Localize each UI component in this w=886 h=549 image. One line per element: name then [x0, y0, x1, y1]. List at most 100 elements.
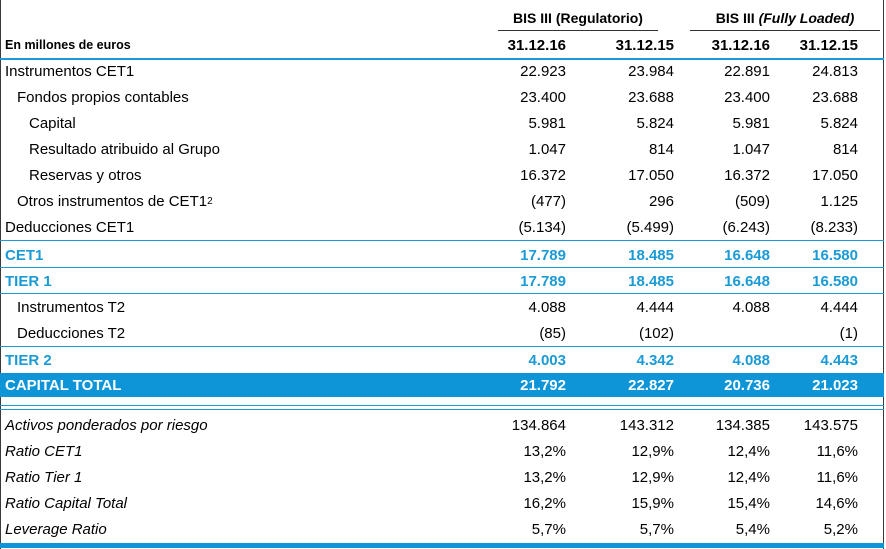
value-cell: 23.400 — [674, 84, 770, 110]
value-cell: 16.580 — [770, 268, 858, 294]
row-label: CAPITAL TOTAL — [5, 373, 121, 397]
value-cell: 20.736 — [674, 373, 770, 397]
row-label: TIER 2 — [5, 347, 52, 373]
row-label: Ratio Capital Total — [5, 490, 127, 516]
row-label: Resultado atribuido al Grupo — [29, 136, 220, 162]
divider — [0, 346, 884, 347]
row-label: Capital — [29, 110, 76, 136]
row-label: Activos ponderados por riesgo — [5, 412, 208, 438]
group-header-fully-loaded: BIS III (Fully Loaded) — [690, 8, 880, 28]
table-row-leverage-ratio: Leverage Ratio 5,7% 5,7% 5,4% 5,2% — [0, 516, 884, 542]
value-cell: 23.688 — [770, 84, 858, 110]
value-cell: 5,7% — [566, 516, 674, 542]
value-cell: 24.813 — [770, 58, 858, 84]
value-cell: 814 — [566, 136, 674, 162]
value-cell: 17.050 — [566, 162, 674, 188]
unit-label: En millones de euros — [5, 34, 131, 56]
table-row-activos-ponderados: Activos ponderados por riesgo 134.864 143.… — [0, 412, 884, 438]
value-cell: 4.342 — [566, 347, 674, 373]
value-cell: (5.134) — [470, 214, 566, 240]
header-row: En millones de euros 31.12.16 31.12.15 3… — [0, 34, 884, 56]
divider — [0, 267, 884, 268]
table-row-instrumentos-cet1: Instrumentos CET1 22.923 23.984 22.891 24.81… — [0, 58, 884, 84]
value-cell: 17.050 — [770, 162, 858, 188]
value-cell: 4.088 — [674, 294, 770, 320]
value-cell: 143.575 — [770, 412, 858, 438]
row-label: Reservas y otros — [29, 162, 142, 188]
value-cell: 12,4% — [674, 438, 770, 464]
value-cell: 5.981 — [674, 110, 770, 136]
row-label: Ratio CET1 — [5, 438, 83, 464]
value-cell: 296 — [566, 188, 674, 214]
value-cell: 4.088 — [674, 347, 770, 373]
value-cell: 814 — [770, 136, 858, 162]
value-cell: 11,6% — [770, 438, 858, 464]
table-row-otros-instrumentos-cet1: Otros instrumentos de CET1 2 (477) 296 (509)… — [0, 188, 884, 214]
value-cell: 4.443 — [770, 347, 858, 373]
table-row-tier1: TIER 1 17.789 18.485 16.648 16.580 — [0, 268, 884, 294]
value-cell — [674, 320, 770, 346]
row-label: Deducciones T2 — [17, 320, 125, 346]
value-cell: 18.485 — [566, 268, 674, 294]
value-cell: 11,6% — [770, 464, 858, 490]
row-label: Instrumentos CET1 — [5, 58, 134, 84]
value-cell: (85) — [470, 320, 566, 346]
table-row-ratio-capital-total: Ratio Capital Total 16,2% 15,9% 15,4% 14,6% — [0, 490, 884, 516]
value-cell: 16.648 — [674, 268, 770, 294]
value-cell: 16,2% — [470, 490, 566, 516]
value-cell: 12,9% — [566, 438, 674, 464]
value-cell: 17.789 — [470, 242, 566, 268]
value-cell: 4.088 — [470, 294, 566, 320]
value-cell: (5.499) — [566, 214, 674, 240]
table-row-instrumentos-t2: Instrumentos T2 4.088 4.444 4.088 4.444 — [0, 294, 884, 320]
row-label: Otros instrumentos de CET1 2 — [17, 188, 213, 214]
value-cell: (102) — [566, 320, 674, 346]
value-cell: 13,2% — [470, 438, 566, 464]
value-cell: 5,4% — [674, 516, 770, 542]
value-cell: 143.312 — [566, 412, 674, 438]
value-cell: 22.923 — [470, 58, 566, 84]
date-header: 31.12.15 — [770, 34, 858, 56]
divider — [0, 543, 884, 548]
row-label: Instrumentos T2 — [17, 294, 125, 320]
value-cell: 134.864 — [470, 412, 566, 438]
row-label: TIER 1 — [5, 268, 52, 294]
value-cell: 5,2% — [770, 516, 858, 542]
value-cell: (509) — [674, 188, 770, 214]
table-row-fondos-propios: Fondos propios contables 23.400 23.688 23.4… — [0, 84, 884, 110]
table-row-tier2: TIER 2 4.003 4.342 4.088 4.443 — [0, 347, 884, 373]
value-cell: 4.003 — [470, 347, 566, 373]
table-row-cet1: CET1 17.789 18.485 16.648 16.580 — [0, 242, 884, 268]
table-row-deducciones-t2: Deducciones T2 (85) (102) (1) — [0, 320, 884, 346]
value-cell: (8.233) — [770, 214, 858, 240]
value-cell: 15,9% — [566, 490, 674, 516]
value-cell: (1) — [770, 320, 858, 346]
value-cell: 5,7% — [470, 516, 566, 542]
value-cell: 17.789 — [470, 268, 566, 294]
table-row-capital: Capital 5.981 5.824 5.981 5.824 — [0, 110, 884, 136]
value-cell: (477) — [470, 188, 566, 214]
table-row-ratio-tier1: Ratio Tier 1 13,2% 12,9% 12,4% 11,6% — [0, 464, 884, 490]
value-cell: 5.981 — [470, 110, 566, 136]
value-cell: 16.372 — [674, 162, 770, 188]
value-cell: 134.385 — [674, 412, 770, 438]
value-cell: 1.047 — [674, 136, 770, 162]
value-cell: 23.688 — [566, 84, 674, 110]
value-cell: 16.648 — [674, 242, 770, 268]
value-cell: 21.023 — [770, 373, 858, 397]
value-cell: 23.984 — [566, 58, 674, 84]
value-cell: 12,4% — [674, 464, 770, 490]
value-cell: 5.824 — [566, 110, 674, 136]
row-label: Ratio Tier 1 — [5, 464, 82, 490]
table-row-reservas: Reservas y otros 16.372 17.050 16.372 17.050 — [0, 162, 884, 188]
table-row-ratio-cet1: Ratio CET1 13,2% 12,9% 12,4% 11,6% — [0, 438, 884, 464]
table-row-deducciones-cet1: Deducciones CET1 (5.134) (5.499) (6.243) (8.… — [0, 214, 884, 240]
group-header-regulatory: BIS III (Regulatorio) — [498, 8, 658, 28]
date-header: 31.12.16 — [470, 34, 566, 56]
value-cell: 16.372 — [470, 162, 566, 188]
value-cell: 1.125 — [770, 188, 858, 214]
value-cell: (6.243) — [674, 214, 770, 240]
value-cell: 5.824 — [770, 110, 858, 136]
value-cell: 16.580 — [770, 242, 858, 268]
value-cell: 22.891 — [674, 58, 770, 84]
